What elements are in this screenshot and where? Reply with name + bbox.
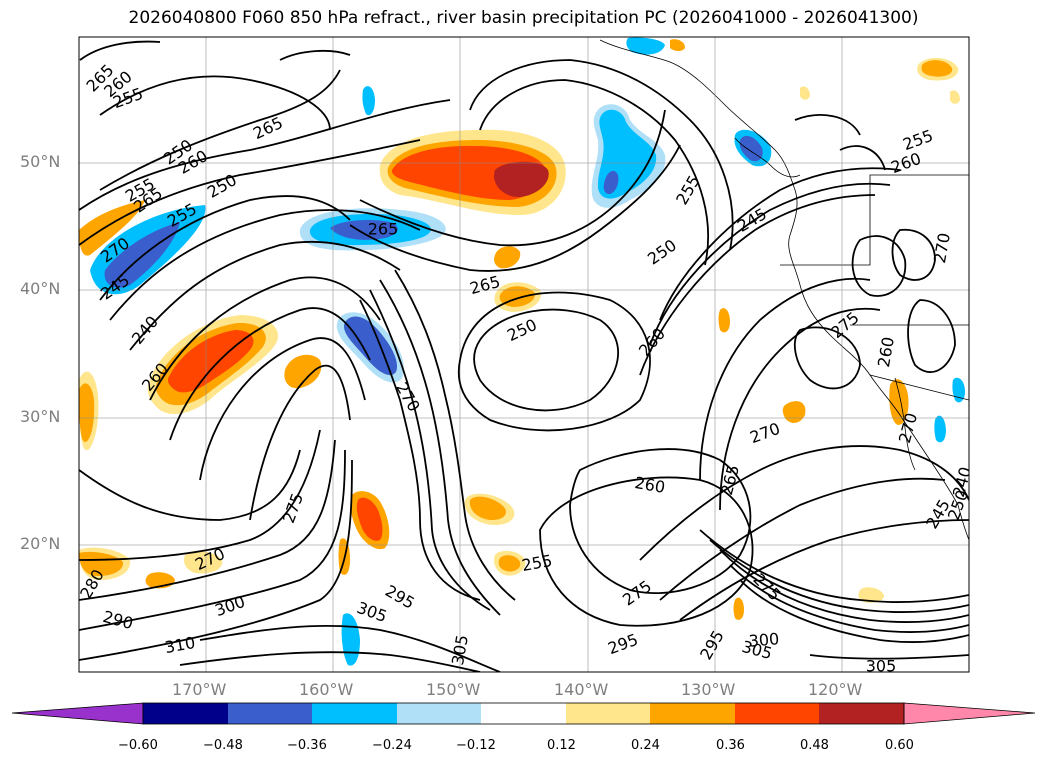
colorbar-tick-label: −0.12 <box>456 738 496 753</box>
colorbar-tick-label: 0.36 <box>716 738 745 753</box>
longitude-label: 140°W <box>554 680 609 699</box>
contour-label: 305 <box>866 657 897 676</box>
colorbar-segment <box>650 703 735 724</box>
map-panel: 265 260 255 265 250 260 255 265 250 255 … <box>79 37 975 676</box>
contour-label: 265 <box>368 220 399 239</box>
colorbar-segment <box>397 703 481 724</box>
colorbar-tick-label: 0.60 <box>885 738 914 753</box>
refractivity-contours <box>79 40 969 672</box>
colorbar-tick-label: −0.24 <box>372 738 412 753</box>
colorbar-tick-label: 0.12 <box>547 738 576 753</box>
page-title: 2026040800 F060 850 hPa refract., river … <box>128 8 919 28</box>
latitude-label: 40°N <box>20 279 61 298</box>
colorbar-tick-label: −0.48 <box>203 738 243 753</box>
gridlines <box>79 37 969 672</box>
colorbar-segment <box>143 703 228 724</box>
longitude-label: 170°W <box>172 680 227 699</box>
colorbar-extend-low <box>11 702 144 725</box>
colorbar-tick-label: −0.60 <box>118 738 158 753</box>
colorbar-segment <box>312 703 397 724</box>
longitude-label: 150°W <box>426 680 481 699</box>
longitude-label: 120°W <box>808 680 863 699</box>
colorbar <box>11 702 1036 725</box>
colorbar-tick-label: −0.36 <box>287 738 327 753</box>
longitude-label: 160°W <box>299 680 354 699</box>
longitude-label: 130°W <box>681 680 736 699</box>
contour-label: 240 <box>949 465 975 499</box>
map-border <box>78 36 970 673</box>
colorbar-segment <box>481 703 566 724</box>
colorbar-segment <box>735 703 819 724</box>
contour-label: 300 <box>748 629 780 651</box>
latitude-label: 30°N <box>20 407 61 426</box>
colorbar-tick-label: 0.48 <box>800 738 829 753</box>
colorbar-segment <box>228 703 312 724</box>
colorbar-tick-label: 0.24 <box>631 738 660 753</box>
latitude-label: 20°N <box>20 534 61 553</box>
colorbar-segment <box>566 703 650 724</box>
colorbar-extend-high <box>903 702 1036 725</box>
latitude-label: 50°N <box>20 152 61 171</box>
colorbar-segment <box>819 703 904 724</box>
